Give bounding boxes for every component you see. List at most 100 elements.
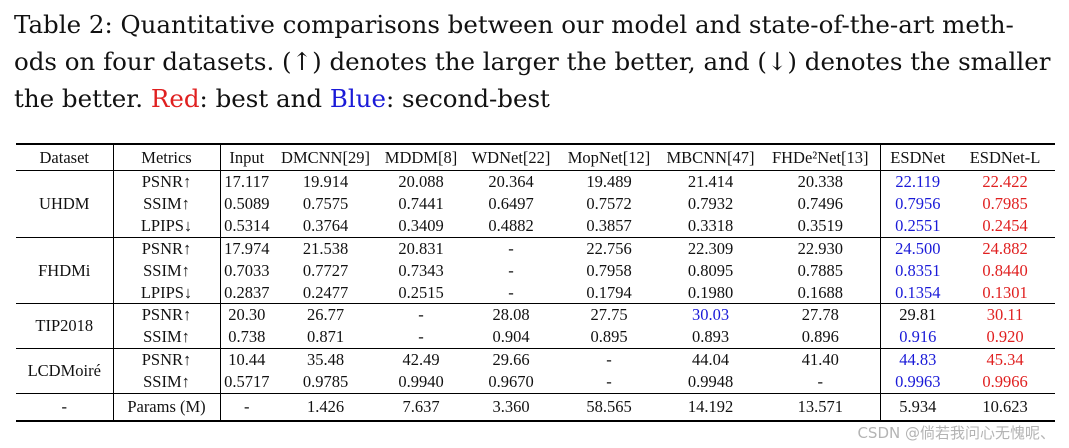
metric-cell: PSNR↑: [113, 303, 221, 327]
value-cell: 0.9948: [660, 371, 761, 395]
value-cell: 20.338: [761, 170, 881, 193]
metric-cell: PSNR↑: [113, 237, 221, 260]
header-dmcnn: DMCNN[29]: [273, 143, 378, 171]
params-label-cell: Params (M): [113, 393, 221, 423]
params-value-cell: 3.360: [464, 393, 558, 423]
value-cell: 20.831: [398, 238, 444, 258]
value-cell: 0.7033: [224, 260, 270, 280]
value-cell: 0.7496: [761, 192, 881, 215]
header-mopnet: MopNet[12]: [558, 143, 660, 171]
value-cell: 0.920: [955, 326, 1055, 350]
dataset-cell: FHDMi: [16, 237, 114, 305]
value-cell: 0.9963: [880, 371, 955, 395]
value-cell: 0.738: [220, 326, 273, 350]
results-body: UHDM PSNR↑ 17.117 19.914 20.088 20.364 19.489 2…: [16, 170, 1055, 423]
table-row: SSIM↑ 0.738 0.871-0.904 0.895 0.893 0.896 0.91…: [16, 326, 1055, 350]
metric-cell: LPIPS↓: [113, 214, 221, 238]
value-cell: 0.893: [660, 326, 761, 350]
value-cell: 0.895: [558, 326, 660, 350]
value-cell: 22.422: [982, 172, 1028, 191]
value-cell: 0.7572: [586, 193, 632, 213]
value-cell: 22.930: [761, 237, 881, 260]
header-mddm: MDDM[8]: [378, 143, 464, 171]
value-cell: 24.882: [982, 238, 1028, 258]
value-cell: 30.03: [691, 305, 730, 325]
header-row: Dataset Metrics Input DMCNN[29] MDDM[8] …: [16, 143, 1055, 171]
header-dataset: Dataset: [16, 143, 114, 171]
header-esdnet: ESDNet: [880, 143, 955, 171]
metric-cell: PSNR↑: [113, 348, 221, 372]
value-cell: 20.364: [488, 172, 534, 191]
table-caption: Table 2: Quantitative comparisons betwee…: [14, 6, 1059, 117]
value-cell: 0.9670: [464, 371, 558, 395]
header-metrics: Metrics: [113, 143, 221, 171]
value-cell: 0.3519: [761, 214, 881, 238]
value-cell: 0.2477: [273, 281, 378, 305]
value-cell: 0.1688: [761, 281, 881, 305]
table-row: SSIM↑ 0.7033 0.7727 0.7343 - 0.7958 0.8095 0.78…: [16, 259, 1055, 282]
header-fhde2net: FHDe²Net[13]: [761, 143, 881, 171]
csdn-watermark: CSDN @倘若我问心无愧呢、: [857, 424, 1055, 442]
table-row: LCDMoiré PSNR↑ 10.44 35.48 42.49 29.66 - 44.04 4…: [16, 348, 1055, 395]
value-cell: 0.1354: [880, 281, 955, 305]
table-row: SSIM↑ 0.5717 0.9785 0.9940 0.9670-0.9948-0.9…: [16, 371, 1055, 395]
value-cell: 42.49: [402, 350, 440, 370]
metric-cell: SSIM↑: [113, 192, 221, 215]
value-cell: 30.11: [986, 305, 1024, 325]
value-cell: -: [418, 305, 424, 325]
table-row: UHDM PSNR↑ 17.117 19.914 20.088 20.364 19.489 2…: [16, 170, 1055, 238]
value-cell: 0.7956: [895, 193, 941, 213]
metric-cell: SSIM↑: [113, 259, 221, 282]
value-cell: 41.40: [761, 348, 881, 372]
value-cell: 0.7958: [586, 260, 632, 280]
value-cell: 0.8095: [687, 260, 734, 280]
value-cell: 0.896: [761, 326, 881, 350]
params-value-cell: 10.623: [955, 393, 1055, 423]
params-value-cell: 1.426: [273, 393, 378, 423]
value-cell: 27.78: [761, 303, 881, 327]
value-cell: 0.3409: [378, 214, 464, 238]
metric-cell: SSIM↑: [113, 371, 221, 395]
value-cell: 22.119: [895, 172, 941, 191]
params-dataset-cell: -: [16, 393, 114, 423]
value-cell: 0.1301: [955, 281, 1055, 305]
value-cell: 0.7985: [982, 193, 1028, 213]
table-row: SSIM↑ 0.5089 0.7575 0.7441 0.6497 0.7572 0.793…: [16, 192, 1055, 215]
value-cell: 19.914: [302, 172, 349, 191]
dataset-cell: TIP2018: [16, 303, 114, 350]
value-cell: 21.538: [302, 238, 349, 258]
params-value-cell: -: [220, 393, 273, 423]
value-cell: 0.1794: [558, 281, 660, 305]
params-value-cell: 13.571: [761, 393, 881, 423]
value-cell: 28.08: [492, 305, 530, 325]
value-cell: 17.974: [224, 238, 270, 258]
caption-mid: : best and: [199, 84, 330, 113]
metric-cell: SSIM↑: [113, 326, 221, 350]
value-cell: 0.9966: [955, 371, 1055, 395]
value-cell: 0.3318: [660, 214, 761, 238]
value-cell: 0.2551: [880, 214, 955, 238]
value-cell: 10.44: [228, 350, 266, 370]
params-value-cell: 14.192: [660, 393, 761, 423]
value-cell: 29.66: [492, 350, 530, 370]
caption-line-1: Table 2: Quantitative comparisons betwee…: [14, 10, 1014, 39]
caption-line-2: ods on four datasets. (↑) denotes the la…: [14, 47, 1051, 76]
value-cell: 0.8440: [982, 260, 1028, 280]
table-row: FHDMi PSNR↑ 17.974 21.538 20.831 - 22.756 22.30…: [16, 237, 1055, 305]
value-cell: 0.916: [880, 326, 955, 350]
header-input: Input: [220, 143, 273, 171]
value-cell: 24.500: [895, 238, 941, 258]
value-cell: -: [378, 326, 464, 350]
table-row: TIP2018 PSNR↑ 20.30 26.77 - 28.08 27.75 30.03 27…: [16, 303, 1055, 350]
metric-cell: PSNR↑: [113, 170, 221, 193]
value-cell: 0.5089: [224, 193, 270, 213]
value-cell: 0.904: [464, 326, 558, 350]
value-cell: 22.756: [586, 238, 632, 258]
table-row: LPIPS↓ 0.2837 0.2477 0.2515-0.1794 0.1980 0.1…: [16, 281, 1055, 305]
value-cell: 0.5717: [220, 371, 273, 395]
value-cell: 0.7932: [687, 193, 734, 213]
value-cell: 17.117: [224, 172, 270, 191]
value-cell: 21.414: [687, 172, 734, 191]
params-value-cell: 58.565: [558, 393, 660, 423]
header-wdnet: WDNet[22]: [464, 143, 558, 171]
